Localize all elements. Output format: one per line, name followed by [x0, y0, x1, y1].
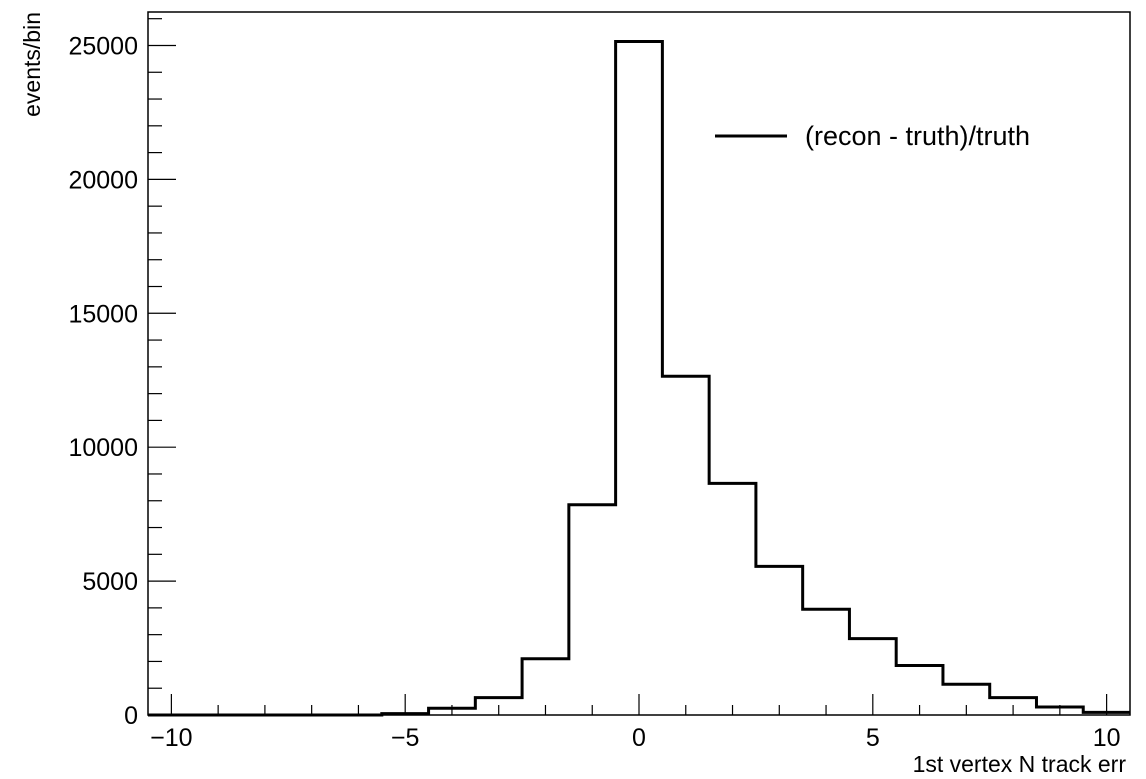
histogram-series — [148, 39, 1130, 717]
y-tick-label: 0 — [124, 702, 138, 730]
y-tick-label: 20000 — [68, 166, 138, 194]
y-tick-label: 10000 — [68, 434, 138, 462]
x-tick-label: 5 — [866, 724, 880, 752]
x-tick-label: 10 — [1093, 724, 1121, 752]
x-tick-label: 0 — [632, 724, 646, 752]
x-tick-label: −10 — [150, 724, 192, 752]
y-axis-title: events/bin — [19, 12, 45, 117]
legend-label: (recon - truth)/truth — [805, 121, 1030, 151]
y-axis: 0 5000 10000 15000 20000 25000 — [68, 18, 176, 730]
legend: (recon - truth)/truth — [715, 121, 1030, 151]
y-tick-label: 25000 — [68, 32, 138, 60]
x-axis-title: 1st vertex N track err — [913, 751, 1127, 777]
y-tick-label: 15000 — [68, 300, 138, 328]
y-tick-label: 5000 — [82, 568, 138, 596]
x-axis: −10 −5 0 5 10 — [150, 694, 1121, 752]
plot-frame — [147, 11, 1131, 716]
x-tick-label: −5 — [391, 724, 420, 752]
